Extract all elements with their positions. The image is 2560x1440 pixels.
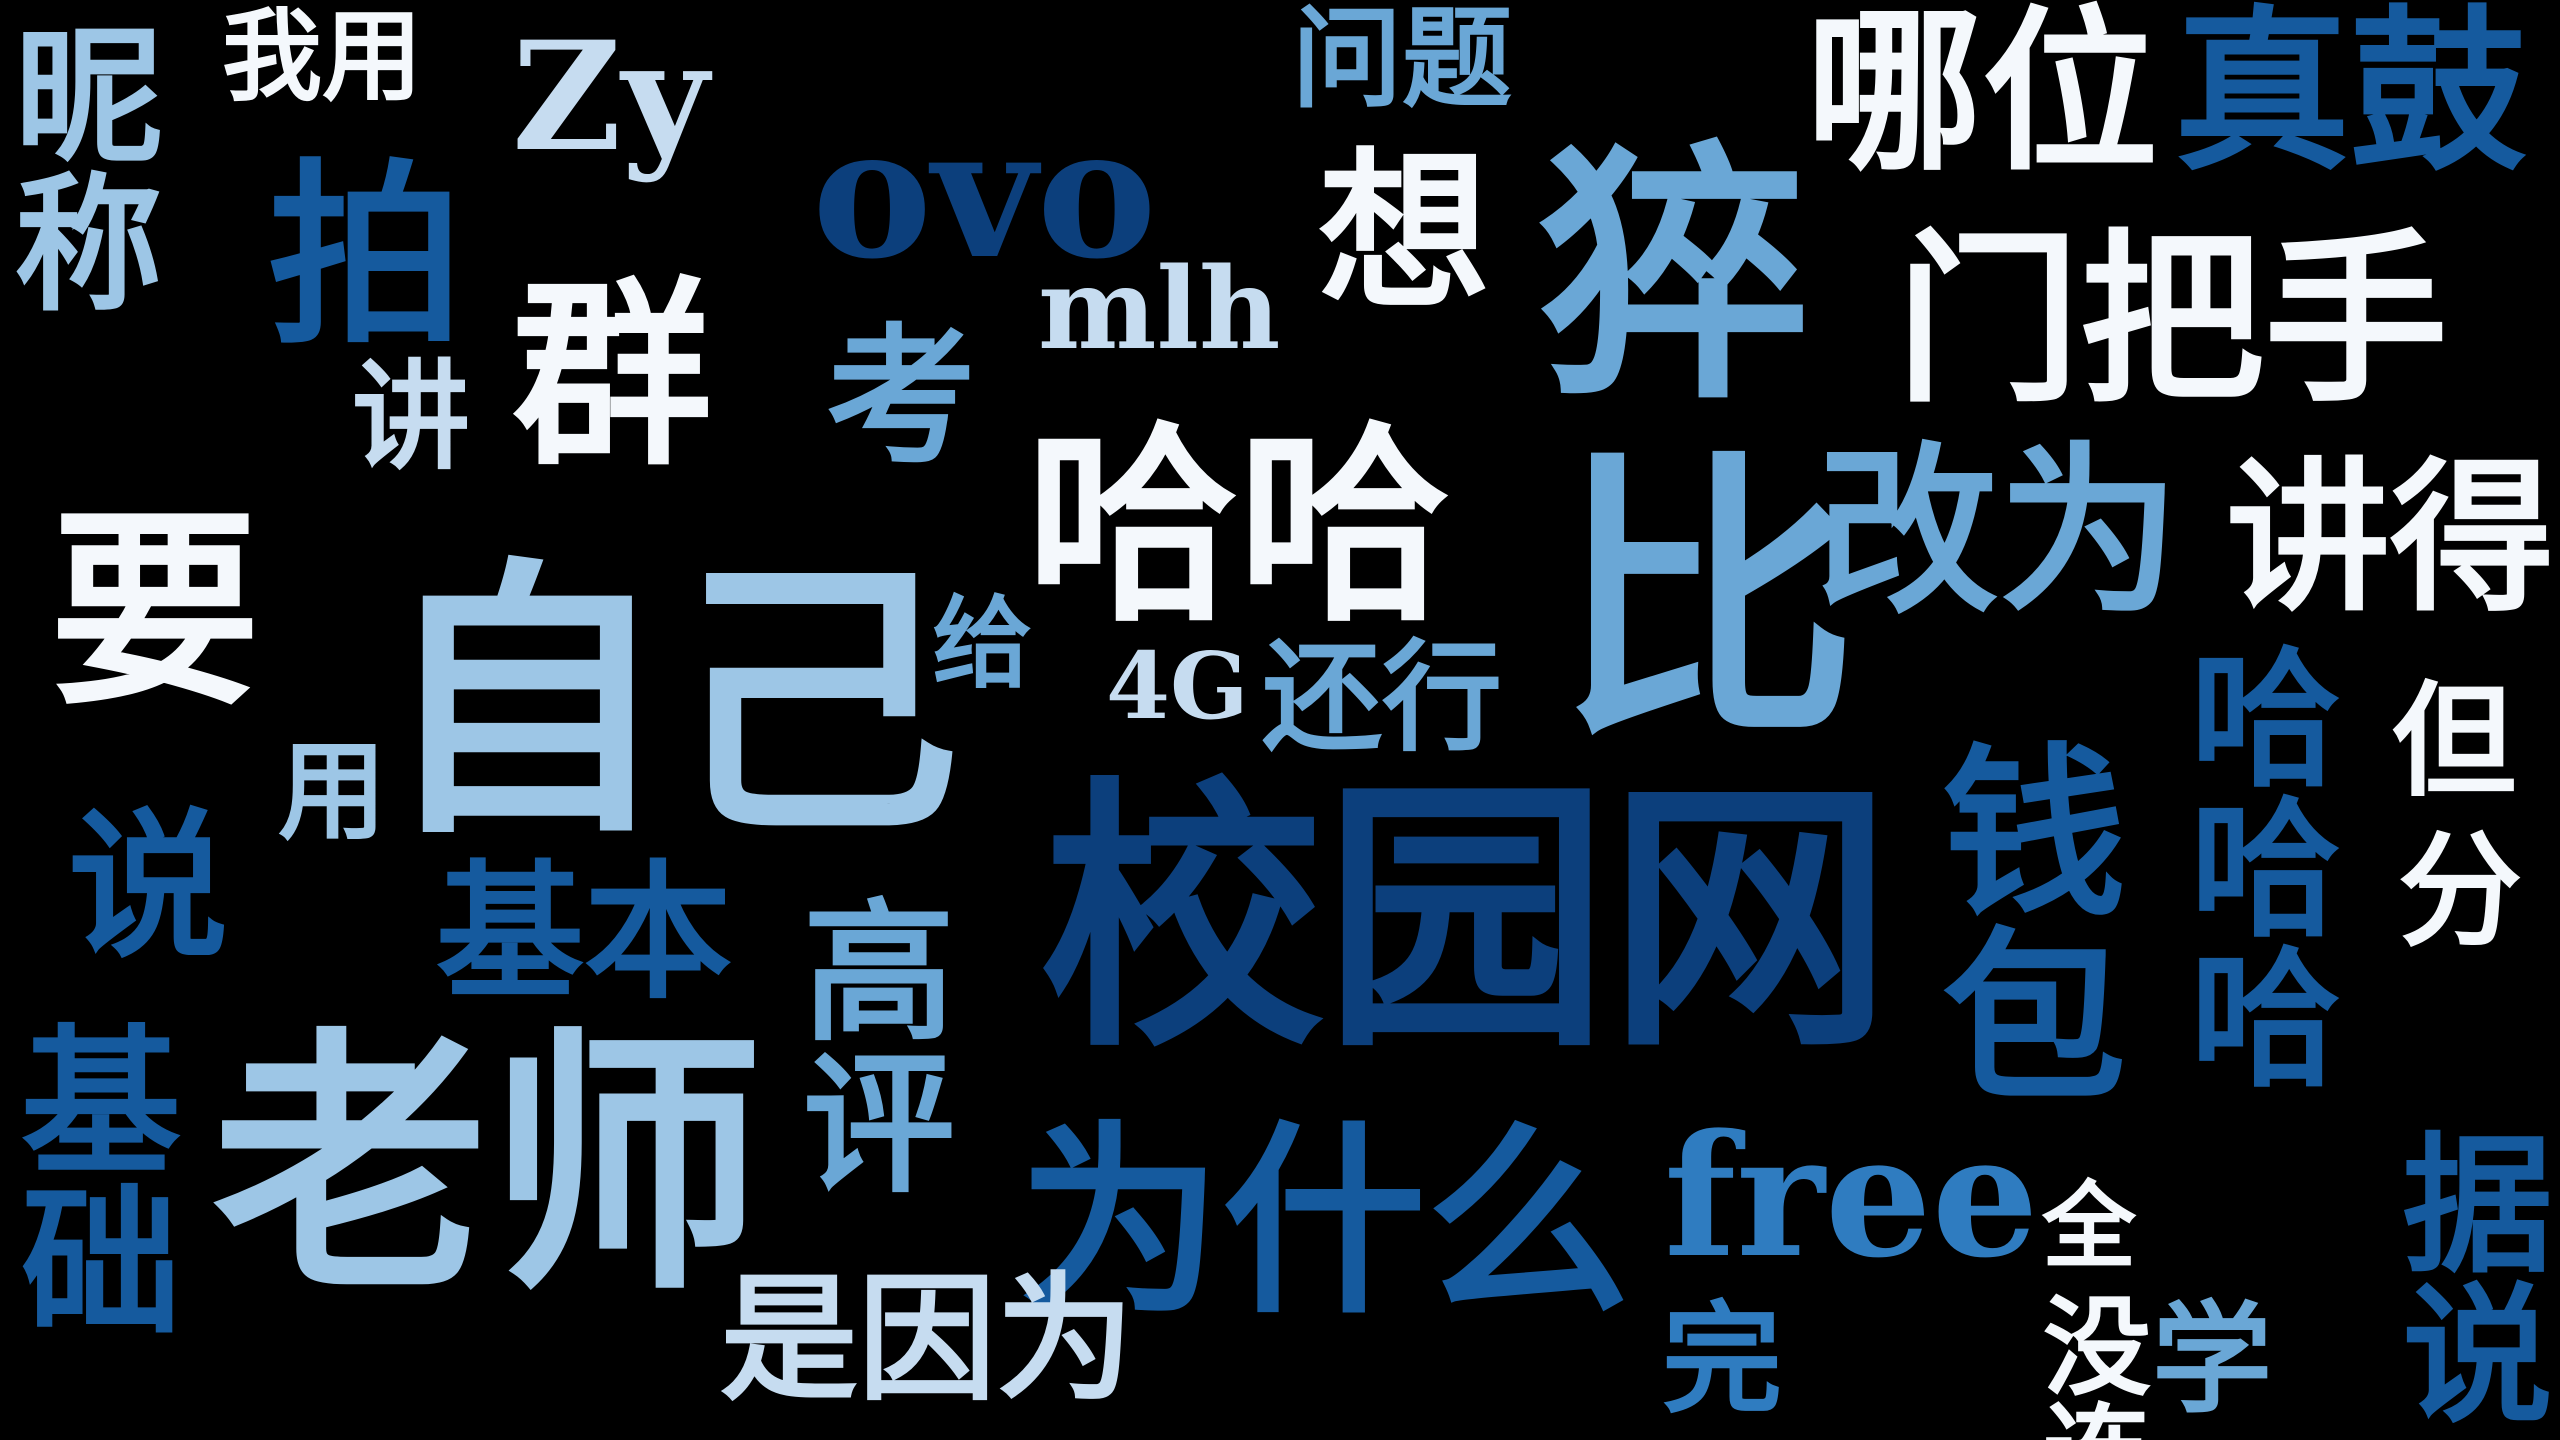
word-pai: 拍 bbox=[268, 141, 465, 371]
word-quan: 全 bbox=[2026, 1176, 2136, 1270]
word-gei: 给 bbox=[915, 590, 1033, 690]
word-fen: 分 bbox=[2398, 819, 2523, 964]
word-jichu: 基础 bbox=[0, 1018, 182, 1338]
word-woyong: 我用 bbox=[222, 0, 422, 115]
word-dan: 但 bbox=[2392, 669, 2517, 814]
word-zy: Zy bbox=[512, 9, 709, 185]
word-xiang: 想 bbox=[1318, 130, 1490, 333]
word-hahaha: 哈哈哈 bbox=[2165, 640, 2341, 1090]
word-wenti: 问题 bbox=[1292, 0, 1512, 123]
word-ziji: 自己 bbox=[380, 533, 960, 873]
word-zhengu: 真鼓 bbox=[2174, 0, 2527, 195]
word-wan: 没连 bbox=[2025, 1290, 2151, 1440]
word-haha: 哈哈 bbox=[1026, 401, 1450, 650]
word-nicheng: 昵称 bbox=[0, 18, 163, 314]
word-kao: 考 bbox=[826, 309, 977, 485]
word-jiangde: 讲得 bbox=[2226, 441, 2555, 634]
word-bi: 比 bbox=[1506, 442, 1859, 742]
word-nawei: 哪位 bbox=[1806, 0, 2159, 195]
word-weishenme: 为什么 bbox=[1018, 1102, 1630, 1342]
word-qun: 群 bbox=[512, 258, 713, 493]
word-yao: 要 bbox=[50, 487, 261, 734]
word-shiyinwei: 完 bbox=[1662, 1289, 1782, 1430]
word-yong: 用 bbox=[278, 729, 387, 855]
word-shuo: 说 bbox=[68, 792, 229, 980]
word-jiben: 基本 bbox=[436, 845, 732, 1019]
word-4g: 4G bbox=[1106, 632, 1249, 740]
word-mlh: mlh bbox=[1038, 244, 1281, 375]
word-free: free bbox=[1664, 1097, 2039, 1295]
word-xue: 据说 bbox=[2377, 1126, 2553, 1426]
word-menbashou: 门把手 bbox=[1896, 212, 2449, 428]
word-haixing: 还行 bbox=[1262, 627, 1502, 768]
word-gaiwei: 改为 bbox=[1816, 424, 2180, 638]
word-jushuo: 是因为 bbox=[720, 1257, 1135, 1420]
word-cu: 猝 bbox=[1491, 132, 1810, 404]
word-xiaoyuanwang: 校园网 bbox=[1040, 751, 1892, 1085]
word-qianbao: 钱包 bbox=[1910, 736, 2126, 1104]
word-gaoping: 高评 bbox=[777, 892, 956, 1196]
word-meilian: 学 bbox=[2152, 1289, 2272, 1430]
word-jiang: 讲 bbox=[352, 347, 471, 486]
word-ovo: ovo bbox=[812, 88, 1157, 299]
word-laoshi: 老师 bbox=[212, 1004, 764, 1328]
